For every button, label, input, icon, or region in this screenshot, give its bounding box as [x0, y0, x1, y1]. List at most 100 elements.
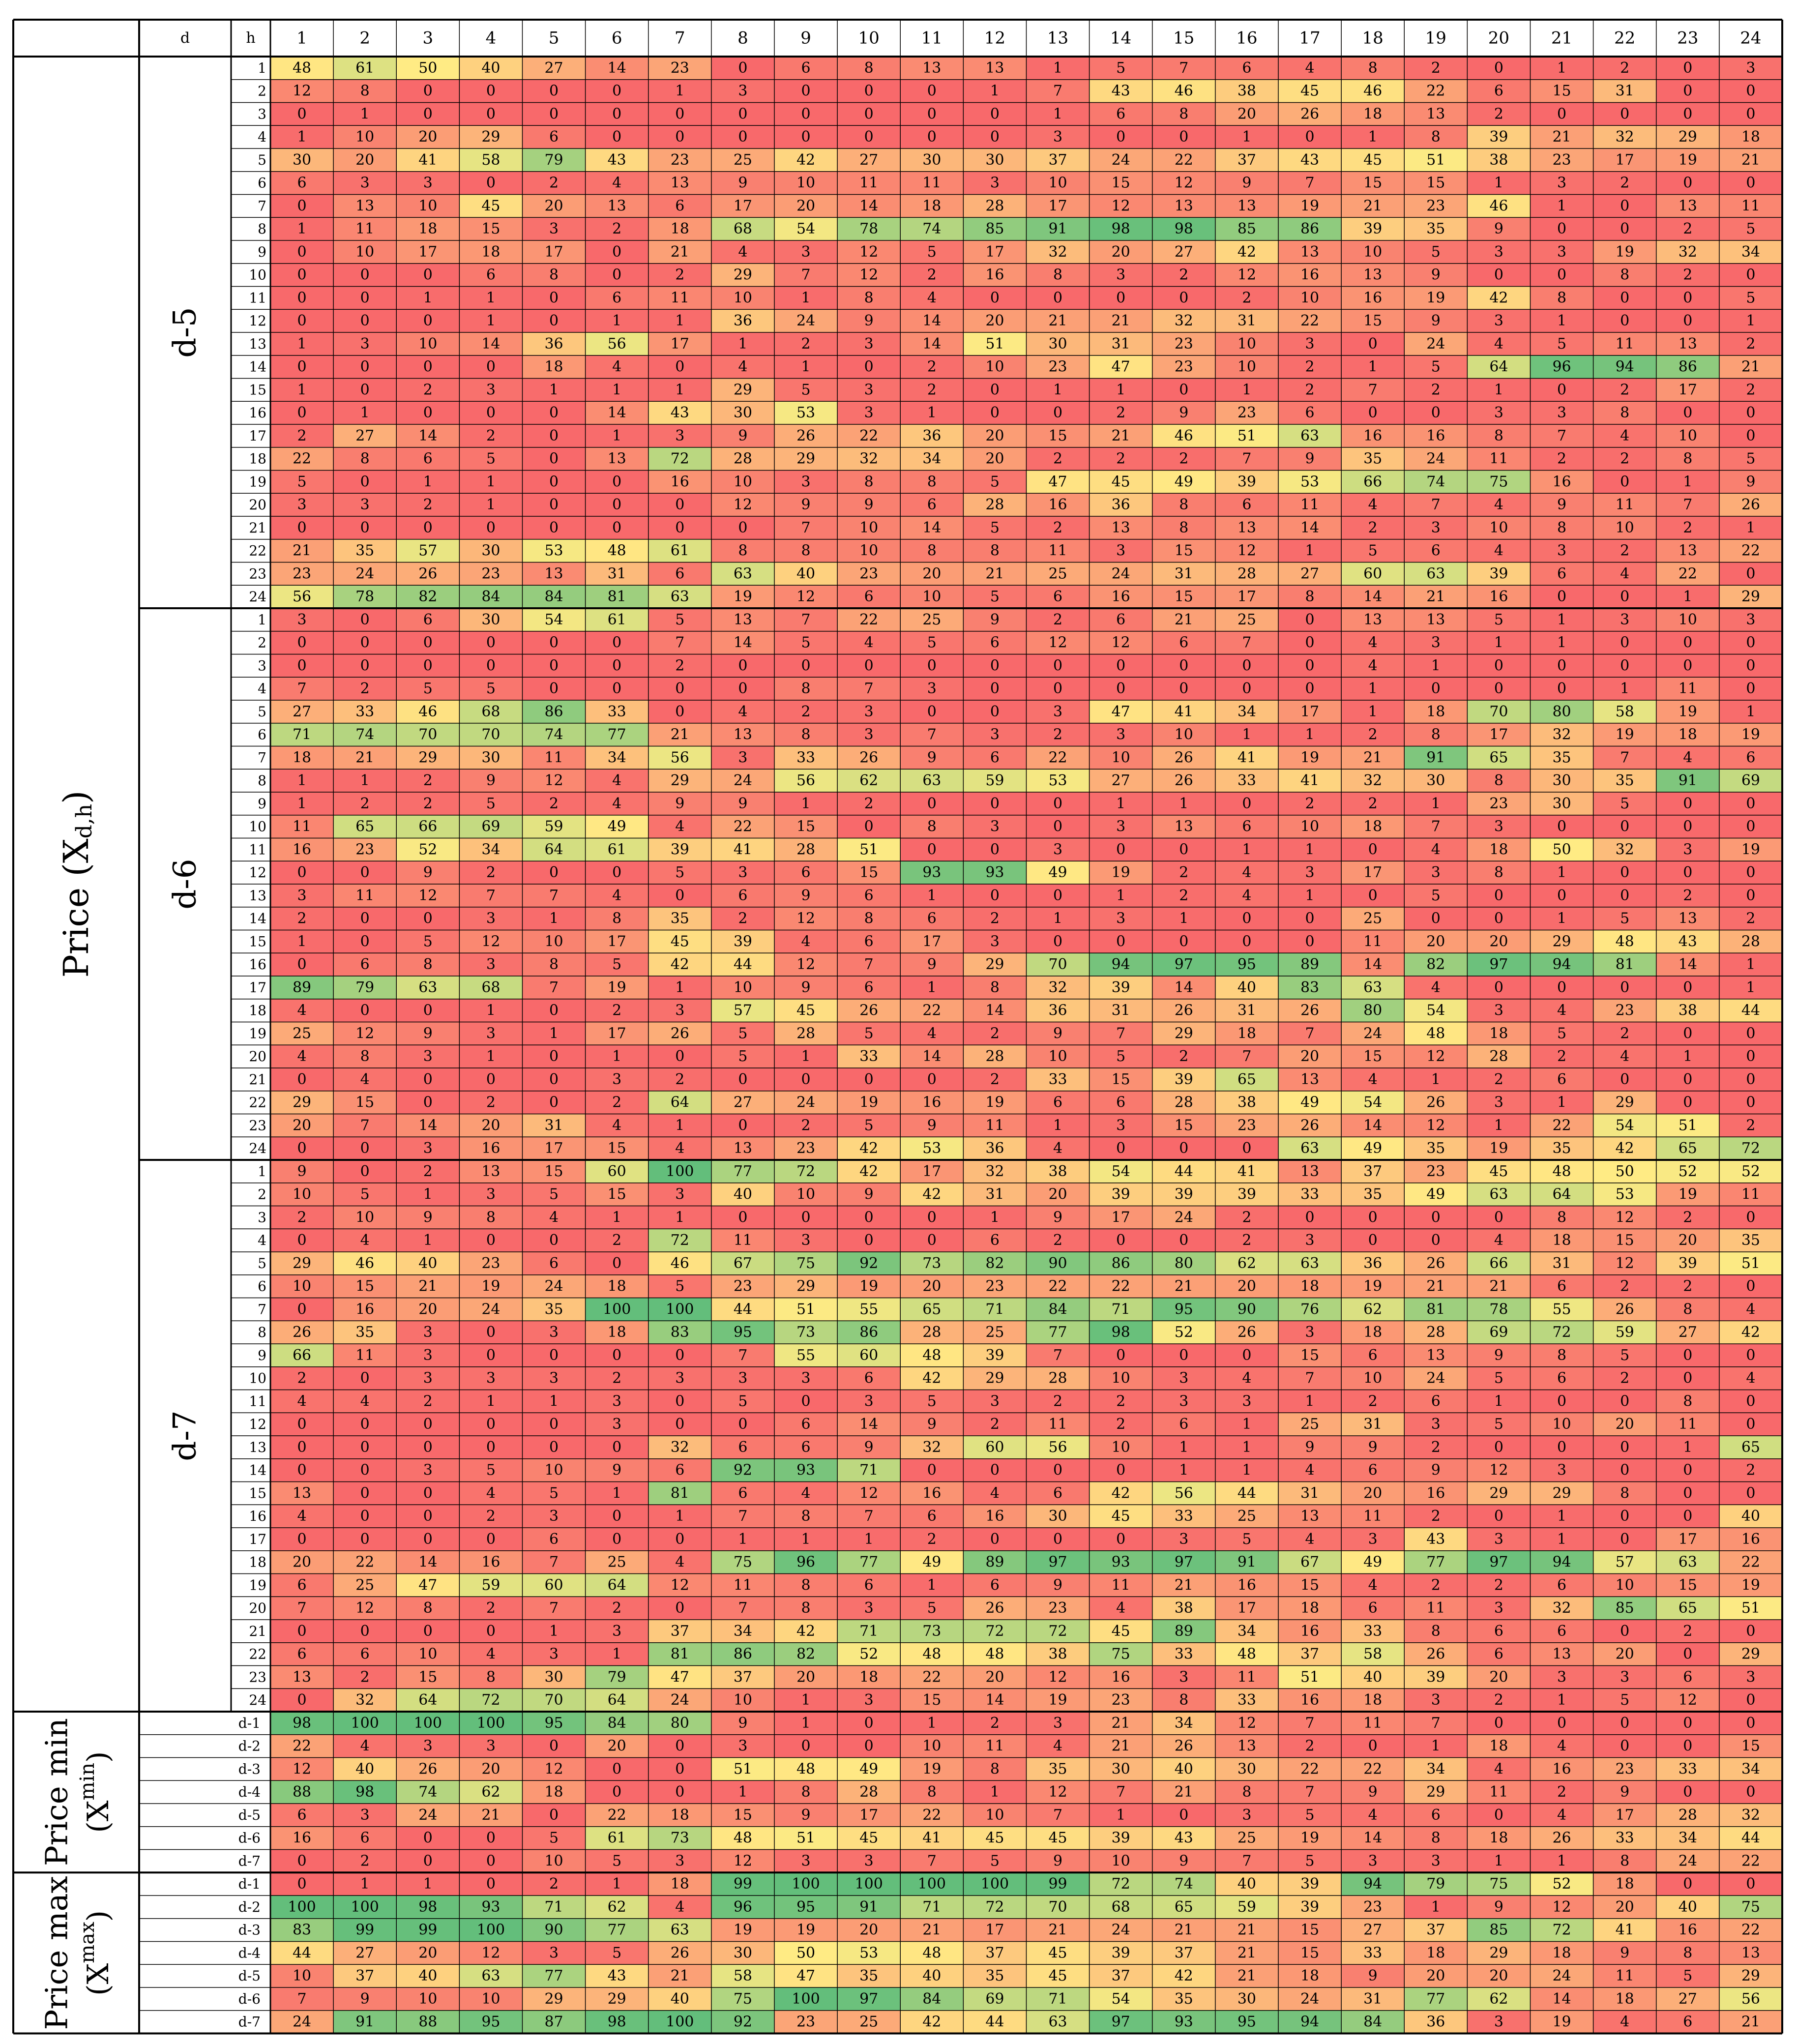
cell-value: 0 [549, 1807, 559, 1824]
cell-value: 1 [1431, 795, 1441, 812]
cell-value: 28 [922, 1324, 941, 1341]
cell-value: 8 [1620, 404, 1629, 421]
cell-value: 16 [985, 1508, 1004, 1525]
cell-value: 29 [544, 1990, 563, 2008]
heatmap-cell [1593, 263, 1657, 287]
cell-value: 80 [1552, 703, 1571, 720]
cell-value: 15 [1175, 542, 1193, 560]
heatmap-cell [1404, 125, 1468, 149]
cell-value: 28 [1237, 565, 1256, 582]
cell-value: 35 [355, 1324, 374, 1341]
cell-value: 11 [1679, 680, 1697, 697]
cell-value: 4 [1053, 1738, 1062, 1755]
cell-value: 30 [734, 404, 752, 421]
cell-value: 40 [796, 565, 815, 582]
cell-value: 0 [675, 358, 684, 376]
cell-value: 32 [1048, 243, 1067, 261]
cell-value: 0 [1746, 1484, 1755, 1502]
cell-value: 15 [544, 1163, 563, 1180]
cell-value: 41 [734, 841, 752, 858]
cell-value: 89 [1175, 1623, 1193, 1640]
cell-value: 60 [859, 1347, 878, 1364]
cell-value: 0 [612, 864, 621, 881]
cell-value: 5 [990, 519, 1000, 536]
heatmap-cell [711, 79, 775, 103]
cell-value: 40 [671, 1990, 689, 2008]
cell-value: 24 [1426, 450, 1445, 468]
cell-value: 1 [1746, 519, 1755, 536]
cell-value: 10 [418, 1990, 437, 2008]
heatmap-cell [1026, 217, 1090, 241]
heatmap-cell [1341, 171, 1405, 195]
cell-value: 12 [859, 243, 878, 261]
cell-value: 0 [1746, 1209, 1755, 1226]
heatmap-cell [900, 240, 964, 264]
cell-value: 82 [985, 1255, 1004, 1272]
cell-value: 4 [1494, 1232, 1503, 1249]
cell-value: 39 [734, 933, 752, 950]
cell-value: 38 [1237, 83, 1256, 100]
cell-value: 66 [1363, 473, 1382, 490]
cell-value: 94 [1552, 1554, 1571, 1571]
cell-value: 29 [671, 772, 689, 789]
cell-value: 74 [1426, 473, 1445, 490]
cell-value: 13 [293, 1484, 311, 1502]
cell-value: 71 [1112, 1301, 1130, 1318]
cell-value: 14 [481, 335, 500, 353]
cell-value: 0 [423, 1531, 433, 1548]
cell-value: 84 [1363, 2014, 1382, 2031]
cell-value: 6 [1557, 1623, 1566, 1640]
cell-value: 0 [486, 657, 496, 674]
cell-value: 14 [1363, 1117, 1382, 1134]
cell-value: 0 [423, 1439, 433, 1456]
cell-value: 23 [1552, 151, 1571, 169]
column-header-9: 9 [800, 29, 811, 48]
cell-value: 79 [1426, 1875, 1445, 1893]
heatmap-cell [585, 171, 649, 195]
cell-value: 91 [1426, 749, 1445, 766]
cell-value: 8 [1620, 1484, 1629, 1502]
cell-value: 4 [1242, 864, 1251, 881]
heatmap-cell [1089, 148, 1153, 172]
cell-value: 31 [985, 1186, 1004, 1203]
cell-value: 6 [297, 1576, 307, 1594]
cell-value: 2 [990, 1416, 1000, 1433]
cell-value: 14 [734, 634, 752, 652]
cell-value: 37 [1237, 151, 1256, 169]
heatmap-cell [774, 171, 838, 195]
cell-value: 12 [796, 588, 815, 605]
cell-value: 30 [734, 1944, 752, 1961]
heatmap-cell [522, 57, 586, 80]
cell-value: 18 [1363, 105, 1382, 122]
cell-value: 0 [864, 1209, 874, 1226]
row-h-label: 17 [249, 1531, 266, 1547]
row-d-label: d-1 [238, 1715, 261, 1731]
cell-value: 4 [1620, 427, 1629, 444]
cell-value: 0 [1746, 1347, 1755, 1364]
cell-value: 20 [1363, 1484, 1382, 1502]
cell-value: 8 [927, 542, 937, 560]
cell-value: 12 [418, 887, 437, 904]
cell-value: 12 [1237, 542, 1256, 560]
row-h-label: 5 [258, 152, 266, 168]
heatmap-cell [1341, 125, 1405, 149]
heatmap-cell [1656, 240, 1720, 264]
cell-value: 21 [1489, 1278, 1508, 1295]
cell-value: 2 [1620, 175, 1629, 192]
heatmap-cell [963, 171, 1027, 195]
cell-value: 0 [675, 887, 684, 904]
heatmap-cell [648, 57, 712, 80]
cell-value: 1 [297, 128, 307, 146]
cell-value: 5 [549, 1484, 559, 1502]
cell-value: 39 [1112, 1186, 1130, 1203]
cell-value: 26 [1300, 105, 1319, 122]
heatmap-cell [1278, 171, 1342, 195]
cell-value: 71 [859, 1623, 878, 1640]
cell-value: 16 [355, 1301, 374, 1318]
row-h-label: 8 [258, 221, 266, 237]
cell-value: 75 [1741, 1898, 1760, 1916]
cell-value: 43 [671, 404, 689, 421]
cell-value: 0 [1494, 680, 1503, 697]
cell-value: 29 [796, 1278, 815, 1295]
cell-value: 14 [859, 197, 878, 214]
